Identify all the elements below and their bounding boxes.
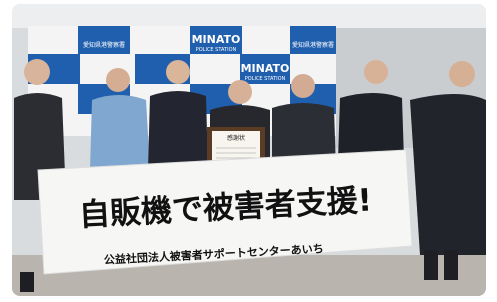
backdrop-label: 愛知県港警察署 (83, 41, 125, 49)
certificate-title: 感謝状 (227, 134, 245, 142)
photo: MINATO POLICE STATION MINATO POLICE STAT… (0, 0, 497, 302)
backdrop-tile-title: MINATO (192, 33, 241, 46)
backdrop-tile-title: MINATO (241, 62, 290, 75)
scene: MINATO POLICE STATION MINATO POLICE STAT… (12, 4, 486, 296)
page: MINATO POLICE STATION MINATO POLICE STAT… (0, 0, 497, 302)
ceiling (12, 4, 486, 28)
backdrop-tile-subtitle: POLICE STATION (196, 47, 237, 53)
backdrop-tile-subtitle: POLICE STATION (245, 76, 286, 82)
backdrop-label: 愛知県港警察署 (292, 41, 334, 49)
